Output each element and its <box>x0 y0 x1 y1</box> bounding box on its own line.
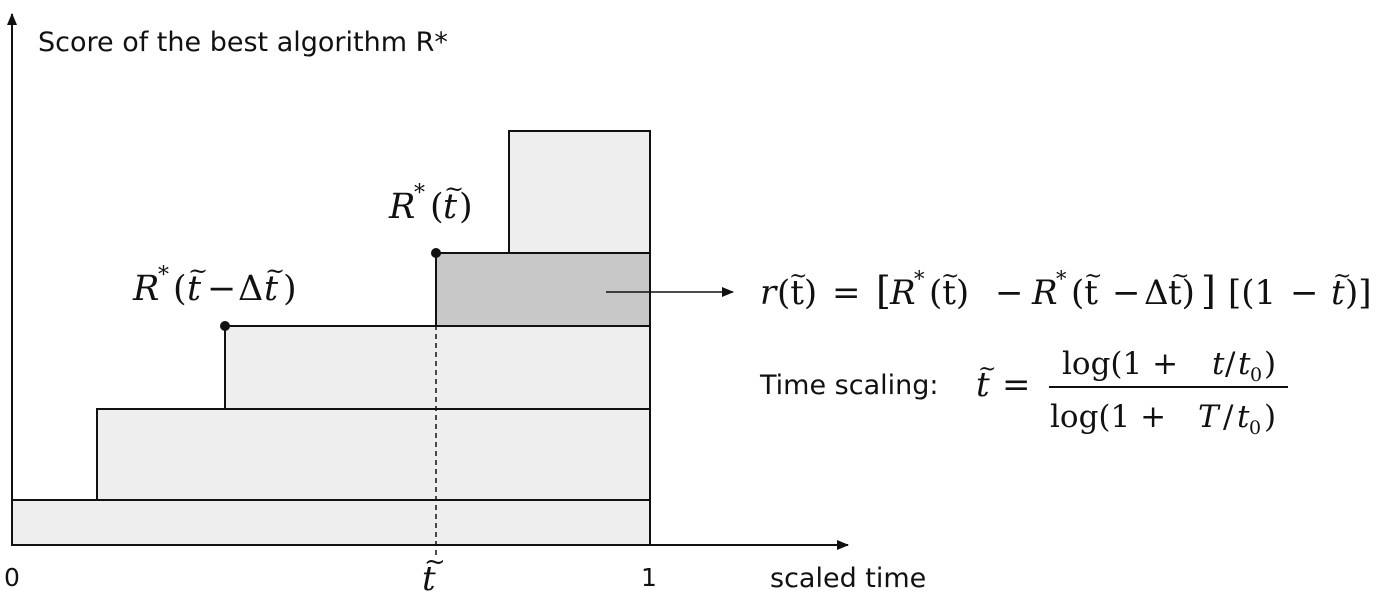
svg-text:(: ( <box>173 269 187 309</box>
svg-text:~: ~ <box>188 257 208 285</box>
svg-text:−: − <box>995 273 1024 313</box>
svg-text:=: = <box>1002 365 1031 405</box>
svg-text:(t): (t) <box>929 273 969 313</box>
point-r-star-t-minus <box>220 321 230 331</box>
svg-text:~: ~ <box>978 357 996 382</box>
svg-text:0: 0 <box>1249 417 1261 439</box>
svg-text:[(1: [(1 <box>1228 273 1276 313</box>
svg-text:−: − <box>207 269 236 309</box>
svg-text:): ) <box>1264 346 1276 382</box>
svg-text:t: t <box>187 269 202 309</box>
svg-text:Δ: Δ <box>238 269 263 309</box>
svg-text:~: ~ <box>265 257 285 285</box>
svg-text:]: ] <box>1201 269 1216 313</box>
svg-text:r: r <box>760 273 778 313</box>
score-bar-top <box>508 130 651 254</box>
svg-text:*: * <box>1056 267 1067 291</box>
svg-text:~: ~ <box>789 264 807 289</box>
svg-text:(t): (t) <box>777 273 817 313</box>
svg-text:R: R <box>132 269 159 309</box>
svg-text:log(1 +: log(1 + <box>1050 399 1166 435</box>
svg-text:[: [ <box>876 269 891 313</box>
svg-text:t: t <box>1238 346 1251 382</box>
svg-text:t: t <box>1237 399 1250 435</box>
svg-text:=: = <box>832 273 861 313</box>
svg-text:t: t <box>443 187 458 227</box>
svg-text:~: ~ <box>941 264 959 289</box>
score-bar-highlighted <box>435 252 651 327</box>
svg-text:/: / <box>1223 399 1234 435</box>
tick-t-tilde: t <box>422 559 436 596</box>
tick-zero: 0 <box>4 563 20 592</box>
svg-text:)]: )] <box>1345 273 1372 313</box>
svg-text:t: t <box>1331 273 1345 313</box>
svg-text:(t: (t <box>1071 273 1098 313</box>
svg-text:~: ~ <box>1084 264 1102 289</box>
svg-text:t: t <box>1212 346 1225 382</box>
svg-text:R: R <box>889 273 916 313</box>
score-bar-3 <box>224 325 651 410</box>
svg-text:T: T <box>1198 399 1221 435</box>
tick-one: 1 <box>641 563 657 592</box>
svg-text:): ) <box>1264 399 1276 435</box>
annotation-r-star-t: R * ( t ~ ) <box>388 175 473 227</box>
svg-text:0: 0 <box>1250 364 1262 386</box>
x-axis-label: scaled time <box>770 563 926 594</box>
svg-text:~: ~ <box>1333 264 1351 289</box>
svg-text:~: ~ <box>444 175 464 203</box>
svg-text:(: ( <box>430 187 444 227</box>
svg-text:): ) <box>459 187 473 227</box>
reward-formula: r (t) ~ = [ R * (t) ~ − R * (t ~ − Δ t) … <box>760 264 1372 313</box>
svg-text:~: ~ <box>1171 264 1189 289</box>
svg-text:t: t <box>264 269 279 309</box>
svg-text:/: / <box>1225 346 1236 382</box>
score-bar-2 <box>96 408 651 501</box>
svg-text:−: − <box>1112 273 1141 313</box>
tick-t-tilde-accent: ~ <box>424 547 446 577</box>
time-scaling-formula: Time scaling: t ~ = log(1 + t / t 0 ) lo… <box>759 346 1288 439</box>
svg-text:t): t) <box>1168 273 1195 313</box>
svg-text:): ) <box>283 269 297 309</box>
y-axis-label: Score of the best algorithm R* <box>38 27 448 58</box>
svg-text:−: − <box>1290 273 1319 313</box>
score-bar-1 <box>11 499 651 546</box>
svg-text:Δ: Δ <box>1144 273 1169 313</box>
annotation-r-star-t-minus: R * ( t ~ − Δ t ~ ) <box>132 257 297 309</box>
svg-text:log(1 +: log(1 + <box>1062 346 1178 382</box>
svg-text:*: * <box>414 181 425 206</box>
svg-text:*: * <box>158 263 169 288</box>
svg-text:t: t <box>976 365 990 405</box>
svg-text:Time scaling:: Time scaling: <box>759 370 938 401</box>
svg-text:*: * <box>914 267 925 291</box>
svg-text:R: R <box>388 187 415 227</box>
svg-text:R: R <box>1031 273 1058 313</box>
